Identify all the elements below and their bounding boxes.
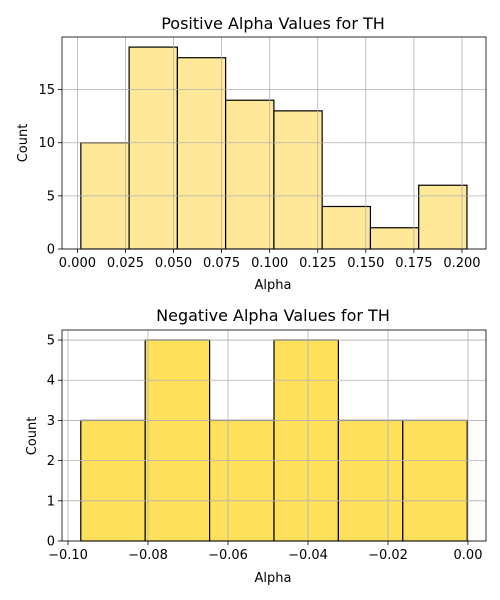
chart-title: Positive Alpha Values for TH (161, 14, 385, 33)
x-tick-label: −0.02 (368, 548, 408, 563)
x-tick-label: 0.050 (155, 256, 192, 271)
x-tick-label: −0.04 (288, 548, 328, 563)
y-tick-label: 5 (47, 189, 55, 204)
x-tick-label: 0.200 (443, 256, 480, 271)
histogram-bar (337, 419, 404, 542)
negative-alpha-histogram: Negative Alpha Values for TH Alpha Count… (25, 306, 487, 586)
x-tick-label: 0.025 (107, 256, 144, 271)
y-tick-label: 5 (47, 334, 55, 349)
x-tick-label: −0.06 (208, 548, 248, 563)
y-tick-label: 4 (47, 374, 55, 389)
histogram-bar (80, 419, 146, 542)
x-axis-label: Alpha (255, 571, 292, 586)
histogram-bar (144, 339, 211, 542)
x-tick-label: 0.000 (59, 256, 96, 271)
axes-frame (61, 329, 487, 542)
y-tick-label: 1 (47, 494, 55, 509)
histogram-bar (225, 99, 275, 250)
x-tick-label: 0.125 (299, 256, 336, 271)
x-tick-label: −0.08 (128, 548, 168, 563)
x-tick-label: 0.00 (454, 548, 483, 563)
x-tick-label: 0.100 (251, 256, 288, 271)
histogram-bar (273, 110, 323, 250)
x-tick-label: 0.075 (203, 256, 240, 271)
y-axis-label: Count (25, 417, 40, 456)
y-tick-label: 3 (47, 414, 55, 429)
x-tick-label: −0.10 (48, 548, 88, 563)
histogram-bar (273, 339, 340, 542)
histogram-bar (209, 419, 275, 542)
chart-title: Negative Alpha Values for TH (156, 306, 390, 325)
y-tick-label: 0 (47, 535, 55, 550)
histogram-bar (402, 419, 468, 542)
histogram-bar (321, 205, 372, 250)
y-tick-label: 0 (47, 243, 55, 258)
y-axis-label: Count (16, 124, 31, 163)
histogram-bar (369, 227, 420, 250)
y-tick-label: 2 (47, 454, 55, 469)
histogram-bar (418, 184, 468, 250)
y-tick-label: 10 (38, 136, 55, 151)
histogram-bar (128, 46, 178, 250)
x-tick-label: 0.175 (395, 256, 432, 271)
y-tick-label: 15 (38, 83, 55, 98)
x-tick-label: 0.150 (347, 256, 384, 271)
positive-alpha-histogram: Positive Alpha Values for TH Alpha Count… (16, 14, 487, 293)
histogram-bar (176, 57, 227, 250)
x-axis-label: Alpha (255, 278, 292, 293)
